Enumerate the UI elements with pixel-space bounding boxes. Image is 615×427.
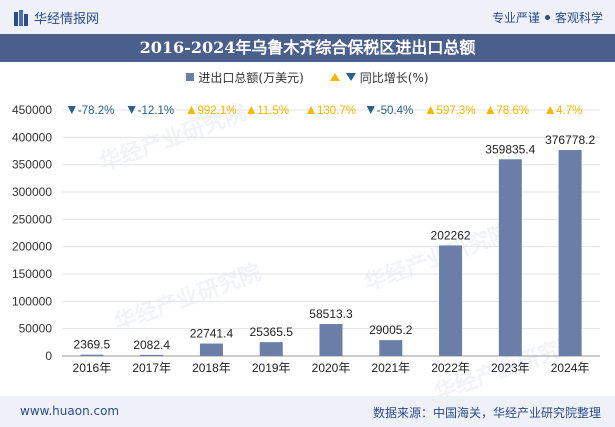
triangle-down-icon — [345, 73, 356, 81]
bar — [439, 245, 463, 356]
growth-down-triangle-icon — [67, 106, 76, 114]
bar — [140, 354, 164, 356]
bar-value-label: 22741.4 — [190, 327, 234, 341]
legend-bar-swatch-icon — [186, 73, 195, 81]
growth-label: 130.7% — [317, 105, 356, 117]
bar-value-label: 25365.5 — [250, 325, 294, 339]
growth-up-triangle-icon — [486, 106, 495, 114]
x-tick-label: 2018年 — [192, 361, 231, 375]
growth-up-triangle-icon — [187, 106, 196, 114]
brand-name: 华经情报网 — [34, 12, 100, 27]
growth-up-triangle-icon — [546, 106, 555, 114]
bar — [259, 342, 283, 356]
growth-down-triangle-icon — [366, 106, 375, 114]
growth-up-triangle-icon — [247, 106, 256, 114]
y-tick-label: 450000 — [12, 103, 52, 117]
y-tick-label: 300000 — [12, 185, 52, 199]
bar — [498, 159, 522, 356]
tagline: 专业严谨 客观科学 — [492, 9, 603, 26]
y-tick-label: 350000 — [12, 158, 52, 172]
growth-label: -12.1% — [138, 105, 174, 117]
legend-label-total: 进出口总额(万美元) — [198, 70, 304, 85]
bar-value-label: 2082.4 — [133, 338, 170, 352]
x-tick-label: 2023年 — [491, 361, 530, 375]
bar-value-label: 359835.4 — [485, 142, 535, 156]
growth-label: -50.4% — [377, 105, 413, 117]
growth-down-triangle-icon — [127, 106, 136, 114]
y-tick-label: 100000 — [12, 294, 52, 308]
growth-label: 4.7% — [556, 105, 582, 117]
brand-logo-icon — [14, 9, 28, 26]
y-tick-label: 400000 — [12, 130, 52, 144]
data-source: 数据来源：中国海关，华经产业研究院整理 — [372, 406, 601, 420]
legend-item-growth[interactable]: 同比增长(%) — [329, 69, 429, 86]
footer-bar: www.huaon.com 数据来源：中国海关，华经产业研究院整理 — [0, 396, 615, 427]
legend-label-growth: 同比增长(%) — [359, 70, 429, 85]
tagline-left: 专业严谨 — [491, 11, 540, 25]
bar-value-label: 58513.3 — [309, 307, 353, 321]
x-tick-label: 2024年 — [551, 361, 590, 375]
x-tick-label: 2020年 — [312, 361, 351, 375]
bar-chart: 0 50000 100000 150000 200000 250000 300000 3500… — [12, 103, 600, 375]
header-bar: 华经情报网 专业严谨 客观科学 — [0, 0, 615, 34]
bar-value-label: 202262 — [431, 228, 471, 242]
bar — [80, 354, 104, 356]
chart-legend: 进出口总额(万美元) 同比增长(%) — [0, 66, 615, 88]
y-tick-label: 150000 — [12, 267, 52, 281]
growth-label: -78.2% — [78, 105, 114, 117]
bar — [319, 324, 343, 356]
x-tick-label: 2021年 — [371, 361, 410, 375]
y-tick-label: 50000 — [19, 322, 53, 336]
tagline-right: 客观科学 — [554, 11, 603, 25]
site-link[interactable]: www.huaon.com — [20, 404, 120, 418]
y-tick-label: 0 — [45, 349, 52, 363]
growth-label: 11.5% — [257, 105, 289, 117]
triangle-up-icon — [329, 73, 340, 81]
bar — [199, 343, 223, 356]
bar — [558, 150, 582, 356]
x-tick-label: 2017年 — [132, 361, 171, 375]
tagline-dot-icon — [544, 15, 550, 20]
chart-title: 2016-2024年乌鲁木齐综合保税区进出口总额 — [139, 38, 476, 57]
growth-up-triangle-icon — [307, 106, 315, 114]
bar — [379, 340, 403, 356]
growth-up-triangle-icon — [426, 106, 435, 114]
bar-value-label: 2369.5 — [74, 338, 111, 352]
title-bar: 2016-2024年乌鲁木齐综合保税区进出口总额 — [0, 34, 615, 62]
y-tick-label: 250000 — [12, 212, 52, 226]
brand[interactable]: 华经情报网 — [14, 8, 99, 27]
y-tick-label: 200000 — [12, 240, 52, 254]
growth-label: 597.3% — [437, 105, 476, 117]
growth-label: 78.6% — [496, 105, 529, 117]
growth-label: 992.1% — [197, 105, 236, 117]
x-tick-label: 2019年 — [252, 361, 291, 375]
bar-value-label: 29005.2 — [369, 323, 413, 337]
x-tick-label: 2022年 — [431, 361, 470, 375]
x-tick-label: 2016年 — [73, 361, 112, 375]
legend-item-total[interactable]: 进出口总额(万美元) — [186, 69, 304, 86]
bar-value-label: 376778.2 — [545, 133, 595, 147]
